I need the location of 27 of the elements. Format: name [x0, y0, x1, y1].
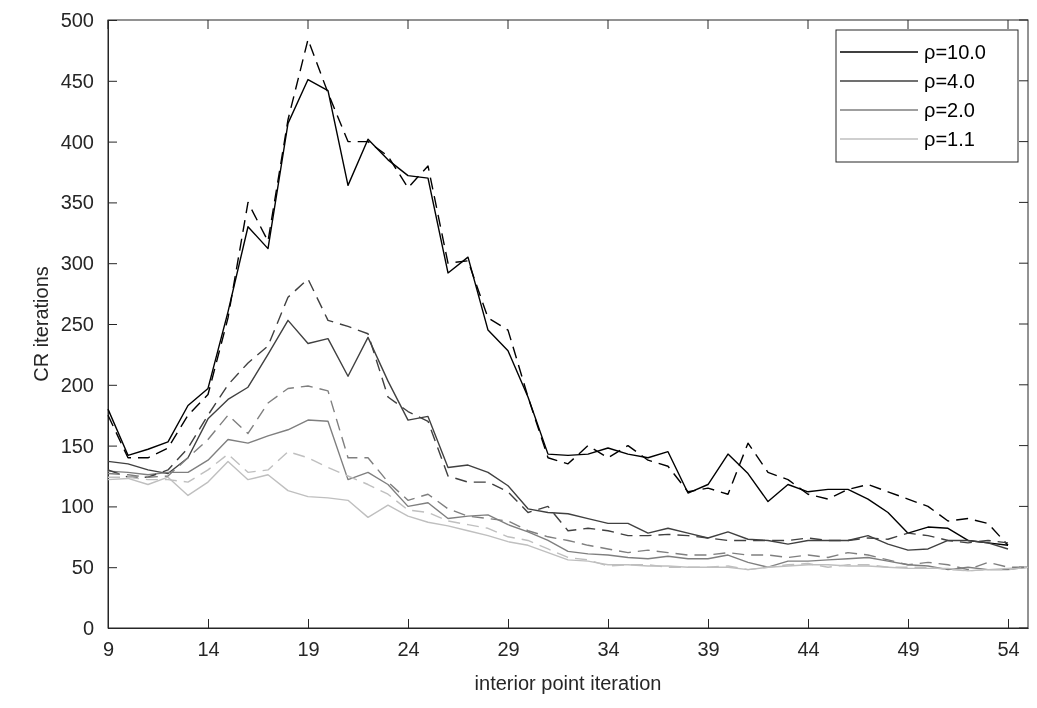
x-tick-label: 49 — [897, 638, 920, 661]
y-axis-title: CR iterations — [30, 266, 52, 382]
x-tick-label: 19 — [297, 638, 320, 661]
x-tick-label: 54 — [997, 638, 1020, 661]
y-tick-label: 400 — [60, 130, 94, 153]
x-tick-label: 39 — [697, 638, 720, 661]
legend-label: ρ=4.0 — [924, 70, 975, 92]
x-tick-label: 44 — [797, 638, 820, 661]
x-tick-label: 29 — [497, 638, 520, 661]
y-tick-label: 200 — [60, 373, 94, 396]
y-tick-label: 500 — [60, 8, 94, 31]
x-tick-label: 14 — [197, 638, 220, 661]
y-tick-label: 450 — [60, 69, 94, 92]
x-axis-title: interior point iteration — [474, 672, 662, 694]
x-tick-label: 24 — [397, 638, 420, 661]
legend-label: ρ=10.0 — [924, 41, 986, 63]
y-tick-label: 100 — [60, 495, 94, 518]
x-tick-label: 34 — [597, 638, 620, 661]
legend-label: ρ=2.0 — [924, 99, 975, 121]
x-tick-label: 9 — [102, 638, 115, 661]
legend-label: ρ=1.1 — [924, 128, 975, 150]
y-tick-label: 350 — [60, 191, 94, 214]
y-tick-label: 300 — [60, 252, 94, 275]
y-tick-label: 0 — [82, 616, 94, 639]
y-tick-label: 250 — [60, 312, 94, 335]
y-tick-label: 150 — [60, 434, 94, 457]
y-tick-label: 50 — [71, 556, 94, 579]
